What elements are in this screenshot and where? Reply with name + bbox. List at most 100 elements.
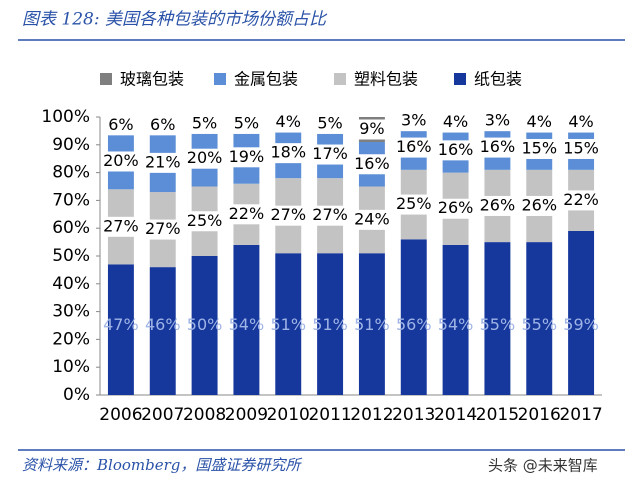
data-label: 3% — [485, 111, 510, 130]
label-bg — [101, 216, 140, 237]
y-tick-label: 0% — [63, 385, 90, 405]
label-bg — [143, 152, 182, 173]
label-bg — [478, 137, 517, 158]
x-tick-label: 2008 — [183, 405, 226, 425]
watermark: 头条 @未来智库 — [488, 457, 598, 475]
data-label: 6% — [108, 115, 133, 134]
data-label: 4% — [276, 112, 301, 131]
bar-segment — [358, 253, 385, 395]
x-tick-label: 2017 — [559, 405, 602, 425]
label-bg — [394, 111, 433, 132]
data-label: 24% — [354, 209, 390, 228]
label-bg — [269, 205, 308, 226]
source: 资料来源：Bloomberg，国盛证券研究所 — [22, 456, 302, 474]
label-bg — [269, 112, 308, 133]
data-label: 5% — [192, 113, 217, 132]
y-tick-label: 90% — [52, 135, 90, 155]
data-label: 55% — [480, 315, 516, 334]
bar-segment — [149, 267, 176, 395]
label-bg — [520, 195, 559, 216]
y-tick-label: 80% — [52, 163, 90, 183]
bar-segment — [526, 242, 553, 395]
data-label: 26% — [438, 198, 474, 217]
data-label: 56% — [396, 315, 432, 334]
label-bg — [394, 137, 433, 158]
data-label: 27% — [270, 205, 306, 224]
bar-segment — [317, 253, 344, 395]
y-tick-label: 20% — [52, 329, 90, 349]
data-label: 4% — [568, 112, 593, 131]
bar-segment — [400, 239, 427, 395]
data-label: 25% — [187, 211, 223, 230]
data-label: 16% — [354, 154, 390, 173]
label-bg — [520, 138, 559, 159]
data-label: 15% — [563, 138, 599, 157]
label-bg — [352, 119, 391, 140]
data-label: 3% — [401, 111, 426, 130]
data-label: 20% — [103, 151, 139, 170]
y-tick-label: 100% — [41, 107, 90, 127]
x-tick-label: 2011 — [308, 405, 351, 425]
data-label: 18% — [270, 143, 306, 162]
bar-segment — [275, 253, 302, 395]
legend-label: 玻璃包装 — [120, 70, 184, 89]
label-bg — [143, 115, 182, 136]
label-bg — [311, 144, 350, 165]
y-tick-label: 50% — [52, 246, 90, 266]
data-label: 27% — [103, 216, 139, 235]
data-label: 4% — [527, 112, 552, 131]
label-bg — [101, 115, 140, 136]
data-label: 22% — [229, 204, 265, 223]
x-tick-label: 2007 — [141, 405, 184, 425]
label-bg — [562, 138, 601, 159]
label-bg — [352, 209, 391, 230]
label-bg — [562, 190, 601, 211]
data-label: 59% — [563, 315, 599, 334]
label-bg — [143, 219, 182, 240]
data-label: 26% — [480, 195, 516, 214]
data-label: 51% — [312, 315, 348, 334]
data-label: 50% — [187, 315, 223, 334]
data-label: 26% — [521, 195, 557, 214]
y-tick-label: 10% — [52, 357, 90, 377]
label-bg — [185, 148, 224, 169]
data-label: 27% — [312, 205, 348, 224]
data-label: 54% — [229, 315, 265, 334]
chart-title: 图表 128: 美国各种包装的市场份额占比 — [22, 10, 328, 30]
data-label: 15% — [521, 138, 557, 157]
legend-label: 塑料包装 — [354, 70, 418, 89]
x-tick-label: 2016 — [518, 405, 561, 425]
label-bg — [352, 154, 391, 175]
label-bg — [436, 140, 475, 161]
data-label: 17% — [312, 144, 348, 163]
data-label: 51% — [270, 315, 306, 334]
label-bg — [227, 204, 266, 225]
x-tick-label: 2014 — [434, 405, 477, 425]
data-label: 4% — [443, 112, 468, 131]
label-bg — [394, 194, 433, 215]
bar-segment — [442, 244, 469, 395]
y-tick-label: 60% — [52, 218, 90, 238]
data-label: 51% — [354, 315, 390, 334]
label-bg — [311, 205, 350, 226]
label-bg — [478, 111, 517, 132]
data-label: 16% — [396, 137, 432, 156]
y-tick-label: 40% — [52, 274, 90, 294]
bar-segment — [568, 230, 595, 395]
label-bg — [562, 112, 601, 133]
data-label: 5% — [234, 113, 259, 132]
data-label: 19% — [229, 147, 265, 166]
label-bg — [185, 211, 224, 232]
legend-swatch — [454, 73, 466, 85]
label-bg — [436, 198, 475, 219]
bar-segment — [107, 264, 134, 395]
y-tick-label: 30% — [52, 302, 90, 322]
x-tick-label: 2006 — [99, 405, 142, 425]
data-label: 16% — [438, 140, 474, 159]
label-bg — [101, 151, 140, 172]
data-label: 22% — [563, 190, 599, 209]
x-tick-label: 2015 — [476, 405, 519, 425]
x-tick-label: 2012 — [350, 405, 393, 425]
data-label: 55% — [521, 315, 557, 334]
